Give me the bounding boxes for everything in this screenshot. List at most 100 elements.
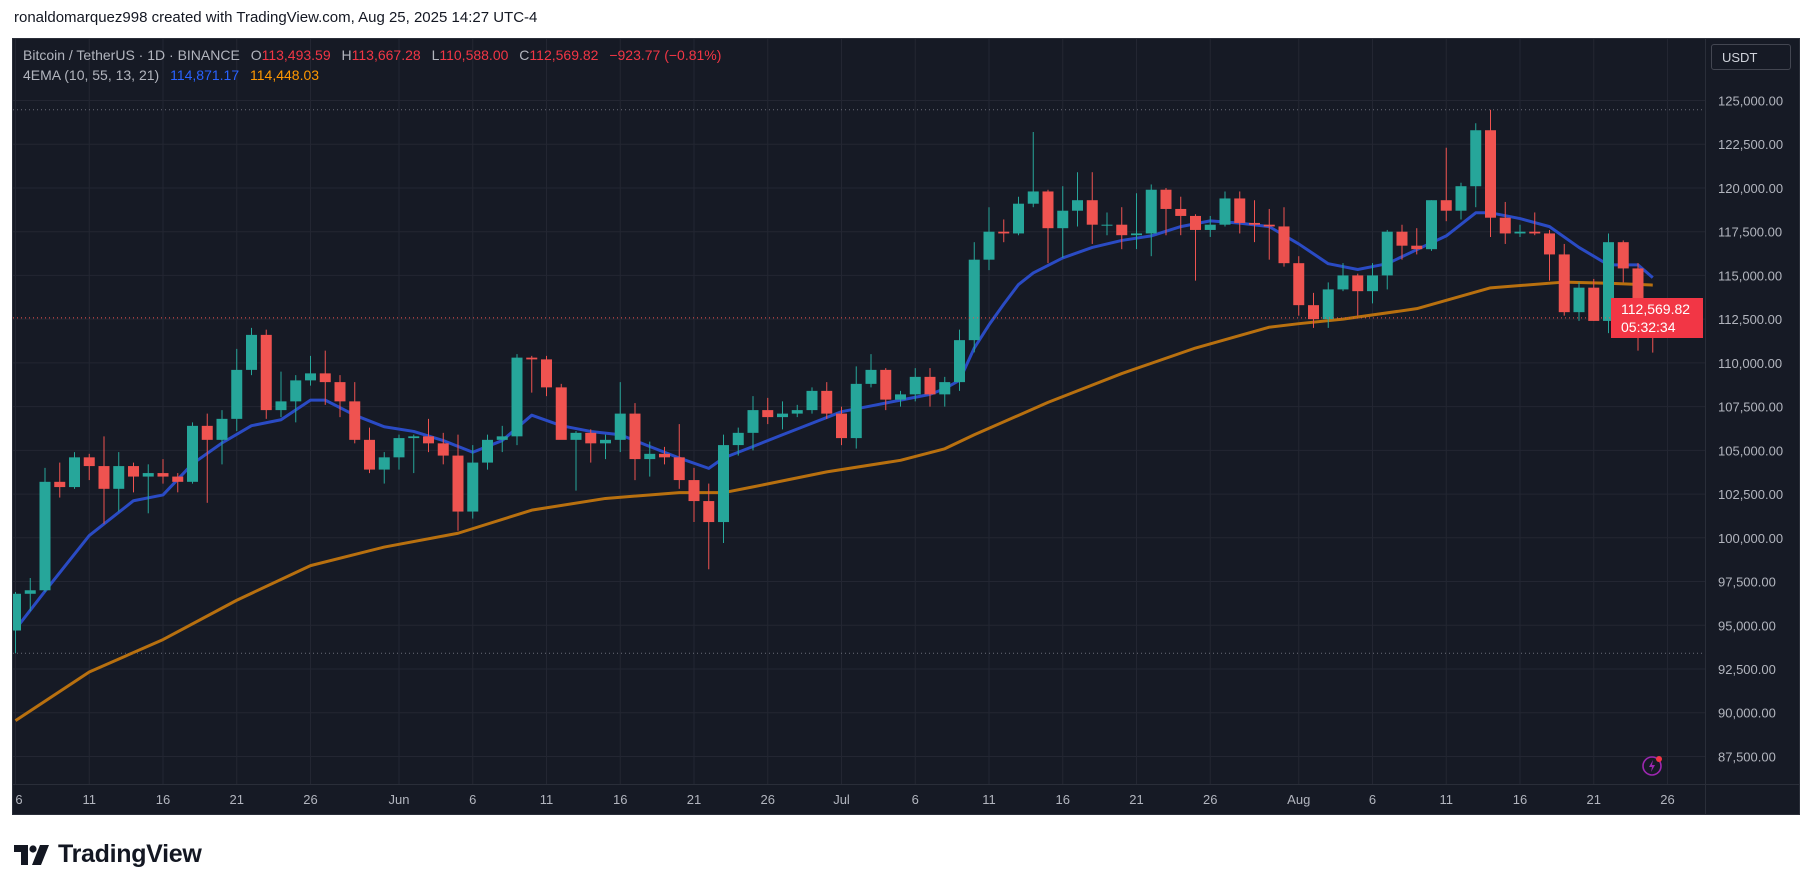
candle-down xyxy=(1160,189,1172,209)
candle-up xyxy=(39,481,51,591)
candle-down xyxy=(452,455,464,512)
candle-up xyxy=(954,340,965,383)
candle-up xyxy=(305,373,316,381)
currency-unit-button[interactable]: USDT xyxy=(1711,44,1791,70)
current-price-label: 112,569.82 xyxy=(1621,300,1691,317)
candle-down xyxy=(880,369,892,400)
tradingview-logo: TradingView xyxy=(14,840,202,869)
candle-down xyxy=(629,413,641,460)
price-axis-label: 100,000.00 xyxy=(1718,531,1783,546)
price-axis-label: 87,500.00 xyxy=(1718,749,1776,764)
candle-down xyxy=(1175,208,1187,216)
price-axis-label: 122,500.00 xyxy=(1718,137,1783,152)
candle-up xyxy=(187,425,198,482)
indicator-legend-row: 4EMA (10, 55, 13, 21) 114,871.17 114,448… xyxy=(23,65,721,85)
price-axis-label: 95,000.00 xyxy=(1718,618,1776,633)
candle-down xyxy=(1249,222,1260,225)
candle-up xyxy=(1367,275,1378,292)
chart-panel[interactable]: 125,000.00 122,500.00 120,000.00 117,500.00… xyxy=(12,38,1800,815)
symbol-title[interactable]: Bitcoin / TetherUS · 1D · BINANCE xyxy=(23,47,240,63)
candle-up xyxy=(1337,275,1349,290)
time-axis-label: 6 xyxy=(15,792,22,807)
price-axis-label: 115,000.00 xyxy=(1718,268,1782,283)
price-axis-label: 112,500.00 xyxy=(1718,312,1782,327)
candle-up xyxy=(1603,242,1614,321)
ema-slow-value: 114,448.03 xyxy=(250,67,320,83)
candle-up xyxy=(895,394,906,400)
open-value: 113,493.59 xyxy=(261,47,331,63)
candle-up xyxy=(806,390,818,411)
candle-up xyxy=(482,439,493,463)
candle-down xyxy=(541,359,552,388)
candle-up xyxy=(1322,289,1334,320)
high-value: 113,667.28 xyxy=(351,47,421,63)
candle-down xyxy=(83,457,95,467)
time-axis-label: 21 xyxy=(230,792,244,807)
indicator-title[interactable]: 4EMA (10, 55, 13, 21) xyxy=(23,67,160,83)
candle-down xyxy=(364,439,375,470)
time-axis-label: 21 xyxy=(1129,792,1143,807)
candle-up xyxy=(732,432,744,446)
candle-up xyxy=(1514,231,1526,234)
candle-down xyxy=(1042,191,1054,229)
candle-up xyxy=(1027,191,1039,204)
lightning-icon[interactable] xyxy=(1641,753,1665,777)
candle-down xyxy=(1499,217,1511,234)
candle-down xyxy=(688,480,700,502)
candle-up xyxy=(1455,186,1467,211)
price-axis-label: 90,000.00 xyxy=(1718,706,1776,721)
candle-down xyxy=(1632,268,1644,302)
candle-up xyxy=(290,380,302,402)
candle-up xyxy=(1072,200,1083,211)
time-axis-label: 6 xyxy=(912,792,919,807)
candle-up xyxy=(1013,203,1024,234)
price-axis-label: 97,500.00 xyxy=(1718,575,1776,590)
time-axis-label: 6 xyxy=(1369,792,1376,807)
close-label: C xyxy=(519,47,530,63)
candle-up xyxy=(600,439,611,444)
time-axis-label: 21 xyxy=(687,792,701,807)
candle-up xyxy=(777,413,788,418)
candle-down xyxy=(1234,198,1246,223)
time-axis-label: 16 xyxy=(613,792,627,807)
change-value: −923.77 (−0.81%) xyxy=(609,47,722,63)
open-label: O xyxy=(250,47,262,63)
candle-down xyxy=(924,376,936,395)
candle-down xyxy=(423,436,434,444)
candle-down xyxy=(1558,254,1570,313)
candle-up xyxy=(246,334,257,370)
candle-down xyxy=(1396,231,1408,246)
candle-up xyxy=(69,457,80,488)
candle-down xyxy=(172,476,184,482)
ema-slow-line xyxy=(14,280,1653,722)
candle-up xyxy=(467,462,479,512)
candle-up xyxy=(865,369,877,384)
chart-legend: Bitcoin / TetherUS · 1D · BINANCE O113,4… xyxy=(23,45,721,85)
symbol-legend-row: Bitcoin / TetherUS · 1D · BINANCE O113,4… xyxy=(23,45,721,65)
time-axis-label: 6 xyxy=(469,792,476,807)
price-axis-label: 120,000.00 xyxy=(1718,181,1783,196)
candle-down xyxy=(1411,245,1423,250)
candle-down xyxy=(821,390,833,414)
candle-down xyxy=(1529,231,1541,234)
candle-down xyxy=(1544,233,1555,255)
high-label: H xyxy=(341,47,352,63)
candle-up xyxy=(570,432,582,440)
price-chart[interactable]: 125,000.00 122,500.00 120,000.00 117,500.00… xyxy=(13,39,1800,815)
time-axis-divider xyxy=(13,784,1799,785)
candle-down xyxy=(1308,305,1319,320)
time-axis-label: 21 xyxy=(1587,792,1601,807)
candle-down xyxy=(762,410,774,418)
time-axis-label: 16 xyxy=(156,792,170,807)
time-axis-label: 26 xyxy=(761,792,775,807)
candle-down xyxy=(836,413,847,439)
price-axis-label: 107,500.00 xyxy=(1718,400,1783,415)
candle-up xyxy=(644,453,656,460)
time-axis-label: Jul xyxy=(833,792,850,807)
candle-up xyxy=(791,410,803,414)
candle-up xyxy=(939,382,951,395)
candle-down xyxy=(703,501,715,523)
price-axis-label: 92,500.00 xyxy=(1718,662,1776,677)
candle-down xyxy=(1190,215,1201,230)
candle-up xyxy=(511,357,523,437)
